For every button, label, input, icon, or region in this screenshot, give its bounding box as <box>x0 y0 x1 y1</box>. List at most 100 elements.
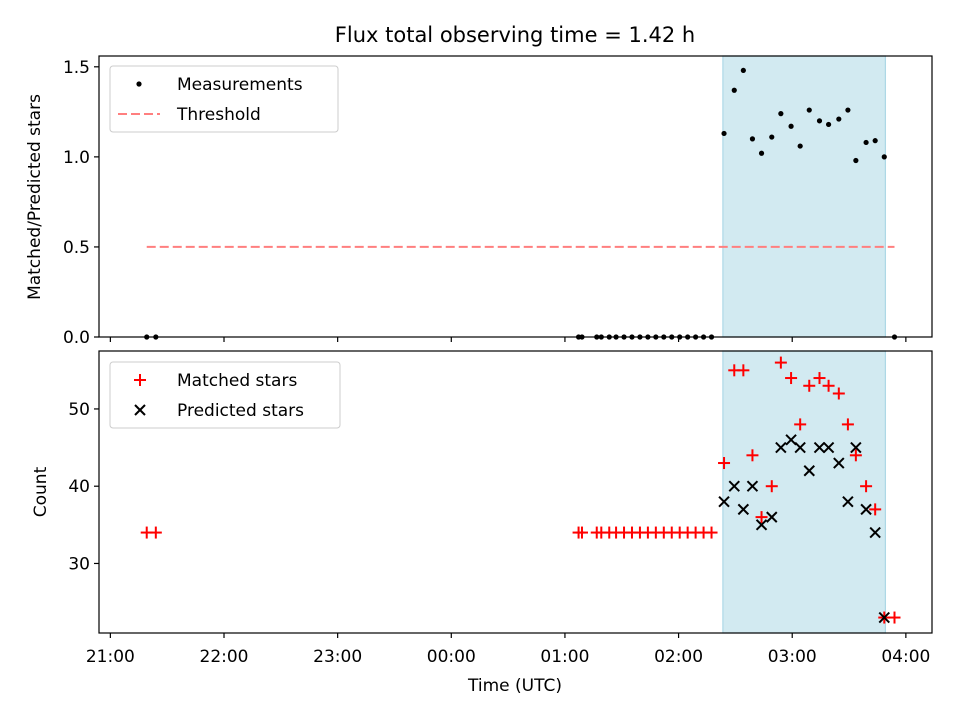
ratio-panel: 0.0 0.5 1.0 1.5 Matched/Predicted stars Mea… <box>25 55 933 348</box>
matched-stars-point <box>869 503 882 516</box>
y-tick-label: 1.0 <box>63 148 90 168</box>
predicted-stars-point <box>728 480 740 492</box>
predicted-x-b <box>813 441 826 454</box>
predicted-x-b <box>842 495 854 508</box>
matched-stars-point <box>765 480 778 493</box>
x-tick-label: 02:00 <box>654 647 703 667</box>
ratio-panel-ylabel: Matched/Predicted stars <box>25 94 45 300</box>
matched-stars-point <box>737 364 750 377</box>
predicted-stars-point <box>737 503 750 516</box>
measurement-point <box>749 136 756 142</box>
matched-stars-point <box>849 449 862 462</box>
predicted-stars-point <box>718 495 730 508</box>
predicted-x-b <box>737 503 750 516</box>
observing-window-shade <box>722 350 887 634</box>
count-panel: 30 40 50 Count Matched stars Predicted sta… <box>31 350 933 638</box>
measurement-point <box>853 157 859 164</box>
predicted-stars-point <box>833 457 845 469</box>
measurement-point <box>769 134 775 140</box>
matched-stars-point <box>832 387 845 400</box>
predicted-x-b <box>878 611 890 624</box>
measurement-point <box>797 143 803 149</box>
matched-stars-point <box>860 480 873 493</box>
predicted-stars-point <box>746 480 759 492</box>
predicted-x-b <box>728 480 740 492</box>
measurement-point <box>740 67 746 74</box>
chart-title: Flux total observing time = 1.42 h <box>335 23 695 47</box>
predicted-stars-point <box>842 495 854 508</box>
predicted-stars-point <box>775 441 787 454</box>
legend-predicted-marker <box>134 404 146 416</box>
matched-stars-point <box>888 611 901 624</box>
x-tick-label: 21:00 <box>86 647 135 667</box>
predicted-x-b <box>869 526 881 539</box>
matched-stars-point <box>705 526 718 539</box>
predicted-stars-point <box>878 611 890 624</box>
predicted-stars-point <box>822 441 835 454</box>
predicted-stars-point <box>860 503 872 516</box>
predicted-x-b <box>746 480 759 492</box>
predicted-x-b <box>775 441 787 454</box>
predicted-stars-point <box>803 465 815 477</box>
predicted-x-b <box>803 465 815 477</box>
observing-window-shade <box>722 55 887 338</box>
x-tick-label: 01:00 <box>540 647 589 667</box>
y-tick-label: 1.5 <box>63 58 90 78</box>
legend-measurements-label: Measurements <box>177 75 303 95</box>
y-tick-label: 0.0 <box>63 328 90 348</box>
measurement-point <box>731 87 737 93</box>
x-tick-label: 00:00 <box>427 647 476 667</box>
matched-stars-point <box>794 418 807 431</box>
predicted-stars-point <box>794 441 806 454</box>
predicted-x-b <box>850 441 862 454</box>
measurement-point <box>788 123 794 129</box>
predicted-x-b <box>766 511 778 523</box>
predicted-stars-point <box>755 519 768 531</box>
measurement-point <box>758 150 765 156</box>
matched-stars-point <box>774 356 787 369</box>
measurement-point <box>836 116 842 122</box>
legend-predicted-label: Predicted stars <box>177 401 304 421</box>
predicted-x-b <box>833 457 845 469</box>
y-tick-label: 40 <box>68 477 90 497</box>
x-tick-label: 04:00 <box>881 647 930 667</box>
predicted-x-b <box>718 495 730 508</box>
predicted-stars-point <box>813 441 826 454</box>
count-panel-frame <box>98 350 933 634</box>
matched-stars-point <box>785 372 798 385</box>
y-tick-label: 30 <box>68 554 90 574</box>
legend-threshold-label: Threshold <box>176 105 261 125</box>
predicted-stars-point <box>766 511 778 523</box>
x-tick-label: 03:00 <box>768 647 817 667</box>
x-tick-label: 22:00 <box>200 647 249 667</box>
measurement-point <box>863 139 869 146</box>
legend-matched-marker <box>134 374 146 386</box>
count-legend-box <box>109 361 341 429</box>
ratio-legend: Measurements Threshold <box>109 65 339 133</box>
predicted-x-b <box>785 434 797 446</box>
measurement-point <box>845 107 851 113</box>
matched-stars-point <box>746 449 759 462</box>
ratio-panel-frame <box>98 55 933 338</box>
matched-stars-point <box>718 457 731 470</box>
measurement-point <box>872 138 878 144</box>
predicted-x-b <box>755 519 768 531</box>
measurement-point <box>881 154 887 160</box>
matched-stars-point <box>575 526 588 539</box>
matched-stars-point <box>841 418 854 431</box>
predicted-stars-point <box>869 526 881 539</box>
matched-stars-point <box>813 372 826 385</box>
x-axis-label: Time (UTC) <box>467 676 562 696</box>
measurement-point <box>825 121 832 128</box>
predicted-x-b <box>822 441 835 454</box>
matched-stars-point <box>803 379 816 392</box>
legend-matched-label: Matched stars <box>177 371 297 391</box>
x-tick-label: 23:00 <box>313 647 362 667</box>
y-tick-label: 50 <box>68 400 90 420</box>
measurement-point <box>816 118 823 124</box>
measurement-point <box>806 107 812 113</box>
predicted-stars-point <box>785 434 797 446</box>
y-tick-label: 0.5 <box>63 238 90 258</box>
legend-measurements-marker <box>136 81 142 87</box>
